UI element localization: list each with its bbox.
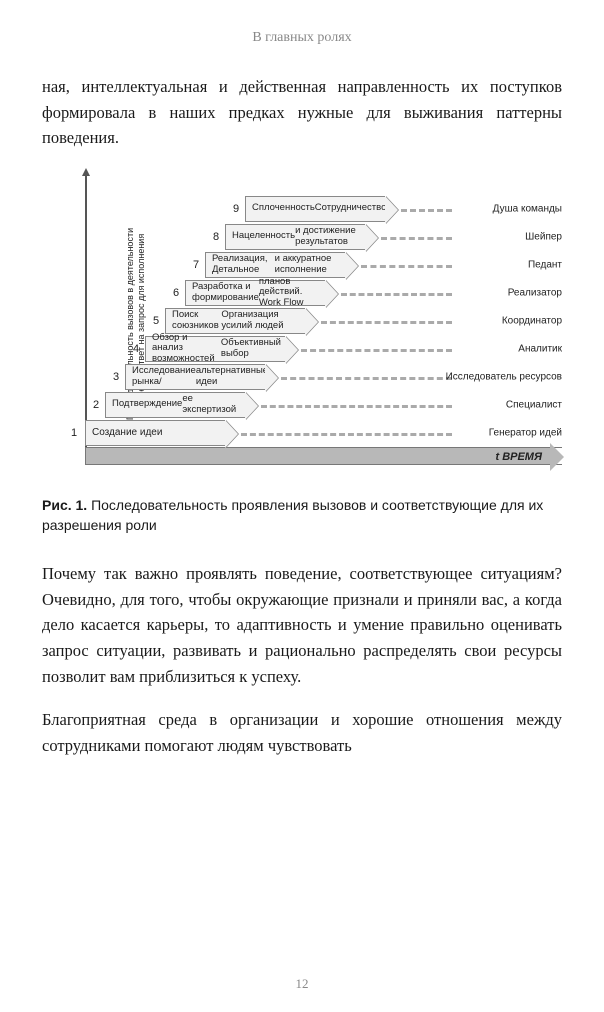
running-head: В главных ролях bbox=[42, 30, 562, 46]
step-number: 1 bbox=[71, 427, 77, 439]
caption-prefix: Рис. 1. bbox=[42, 497, 91, 513]
step-number: 8 bbox=[213, 231, 219, 243]
step-row-2: 2 Подтверждениеее экспертизой Специалист bbox=[85, 391, 562, 419]
role-label: Исследователь ресурсов bbox=[446, 371, 562, 382]
figure-caption: Рис. 1. Последовательность проявления вы… bbox=[42, 495, 562, 536]
step-box: Обзор и анализ возможностейОбъективный в… bbox=[145, 336, 285, 362]
step-box: Исследование рынка/альтернативные идеи bbox=[125, 364, 265, 390]
paragraph-3: Благоприятная среда в организации и хоро… bbox=[42, 707, 562, 758]
x-axis-label: t ВРЕМЯ bbox=[495, 451, 542, 463]
step-diagram: Последовательность вызовов в деятельност… bbox=[42, 169, 562, 479]
step-row-1: 1Создание идеиГенератор идей bbox=[85, 419, 562, 447]
page-number: 12 bbox=[0, 976, 604, 992]
step-box: Подтверждениеее экспертизой bbox=[105, 392, 245, 418]
step-number: 5 bbox=[153, 315, 159, 327]
role-label: Педант bbox=[528, 259, 562, 270]
step-row-9: 9 СплоченностьСотрудничество Душа команды bbox=[85, 195, 562, 223]
dash-connector bbox=[241, 433, 452, 436]
role-label: Генератор идей bbox=[489, 427, 562, 438]
role-label: Шейпер bbox=[525, 231, 562, 242]
step-row-6: 6 Разработка и формированиепланов действи… bbox=[85, 279, 562, 307]
step-number: 3 bbox=[113, 371, 119, 383]
x-axis-arrow bbox=[85, 447, 562, 465]
role-label: Специалист bbox=[506, 399, 562, 410]
step-number: 9 bbox=[233, 203, 239, 215]
step-box: Создание идеи bbox=[85, 420, 225, 446]
dash-connector bbox=[301, 349, 452, 352]
step-row-3: 3 Исследование рынка/альтернативные идеи И… bbox=[85, 363, 562, 391]
step-number: 2 bbox=[93, 399, 99, 411]
dash-connector bbox=[341, 293, 452, 296]
step-number: 7 bbox=[193, 259, 199, 271]
step-box: Нацеленностьи достижение результатов bbox=[225, 224, 365, 250]
role-label: Реализатор bbox=[508, 287, 562, 298]
step-box: СплоченностьСотрудничество bbox=[245, 196, 385, 222]
dash-connector bbox=[321, 321, 452, 324]
step-number: 6 bbox=[173, 287, 179, 299]
step-box: Реализация, Детальноеи аккуратное исполн… bbox=[205, 252, 345, 278]
step-box: Поиск союзниковОрганизация усилий людей bbox=[165, 308, 305, 334]
step-row-5: 5 Поиск союзниковОрганизация усилий людей… bbox=[85, 307, 562, 335]
dash-connector bbox=[281, 377, 452, 380]
dash-connector bbox=[261, 405, 452, 408]
role-label: Аналитик bbox=[518, 343, 562, 354]
step-row-8: 8 Нацеленностьи достижение результатов Шей… bbox=[85, 223, 562, 251]
step-row-4: 4 Обзор и анализ возможностейОбъективный … bbox=[85, 335, 562, 363]
role-label: Душа команды bbox=[493, 203, 562, 214]
role-label: Координатор bbox=[502, 315, 562, 326]
paragraph-1: ная, интеллектуальная и действенная напр… bbox=[42, 74, 562, 151]
dash-connector bbox=[361, 265, 452, 268]
paragraph-2: Почему так важно проявлять поведение, со… bbox=[42, 561, 562, 689]
caption-text: Последовательность проявления вызовов и … bbox=[42, 497, 543, 533]
step-row-7: 7 Реализация, Детальноеи аккуратное испол… bbox=[85, 251, 562, 279]
dash-connector bbox=[381, 237, 452, 240]
step-number: 4 bbox=[133, 343, 139, 355]
dash-connector bbox=[401, 209, 452, 212]
step-box: Разработка и формированиепланов действий… bbox=[185, 280, 325, 306]
